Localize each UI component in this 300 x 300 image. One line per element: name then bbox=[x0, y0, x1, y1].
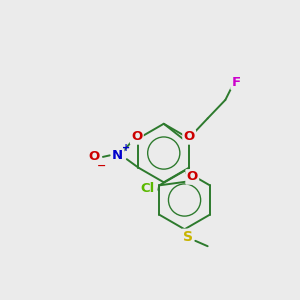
Text: O: O bbox=[187, 170, 198, 183]
Text: N: N bbox=[112, 149, 123, 162]
Text: −: − bbox=[97, 160, 106, 170]
Text: S: S bbox=[183, 230, 193, 244]
Text: F: F bbox=[232, 76, 241, 89]
Text: Cl: Cl bbox=[140, 182, 155, 195]
Text: O: O bbox=[131, 130, 142, 143]
Text: O: O bbox=[184, 130, 195, 143]
Text: +: + bbox=[122, 143, 130, 153]
Text: O: O bbox=[88, 150, 99, 164]
